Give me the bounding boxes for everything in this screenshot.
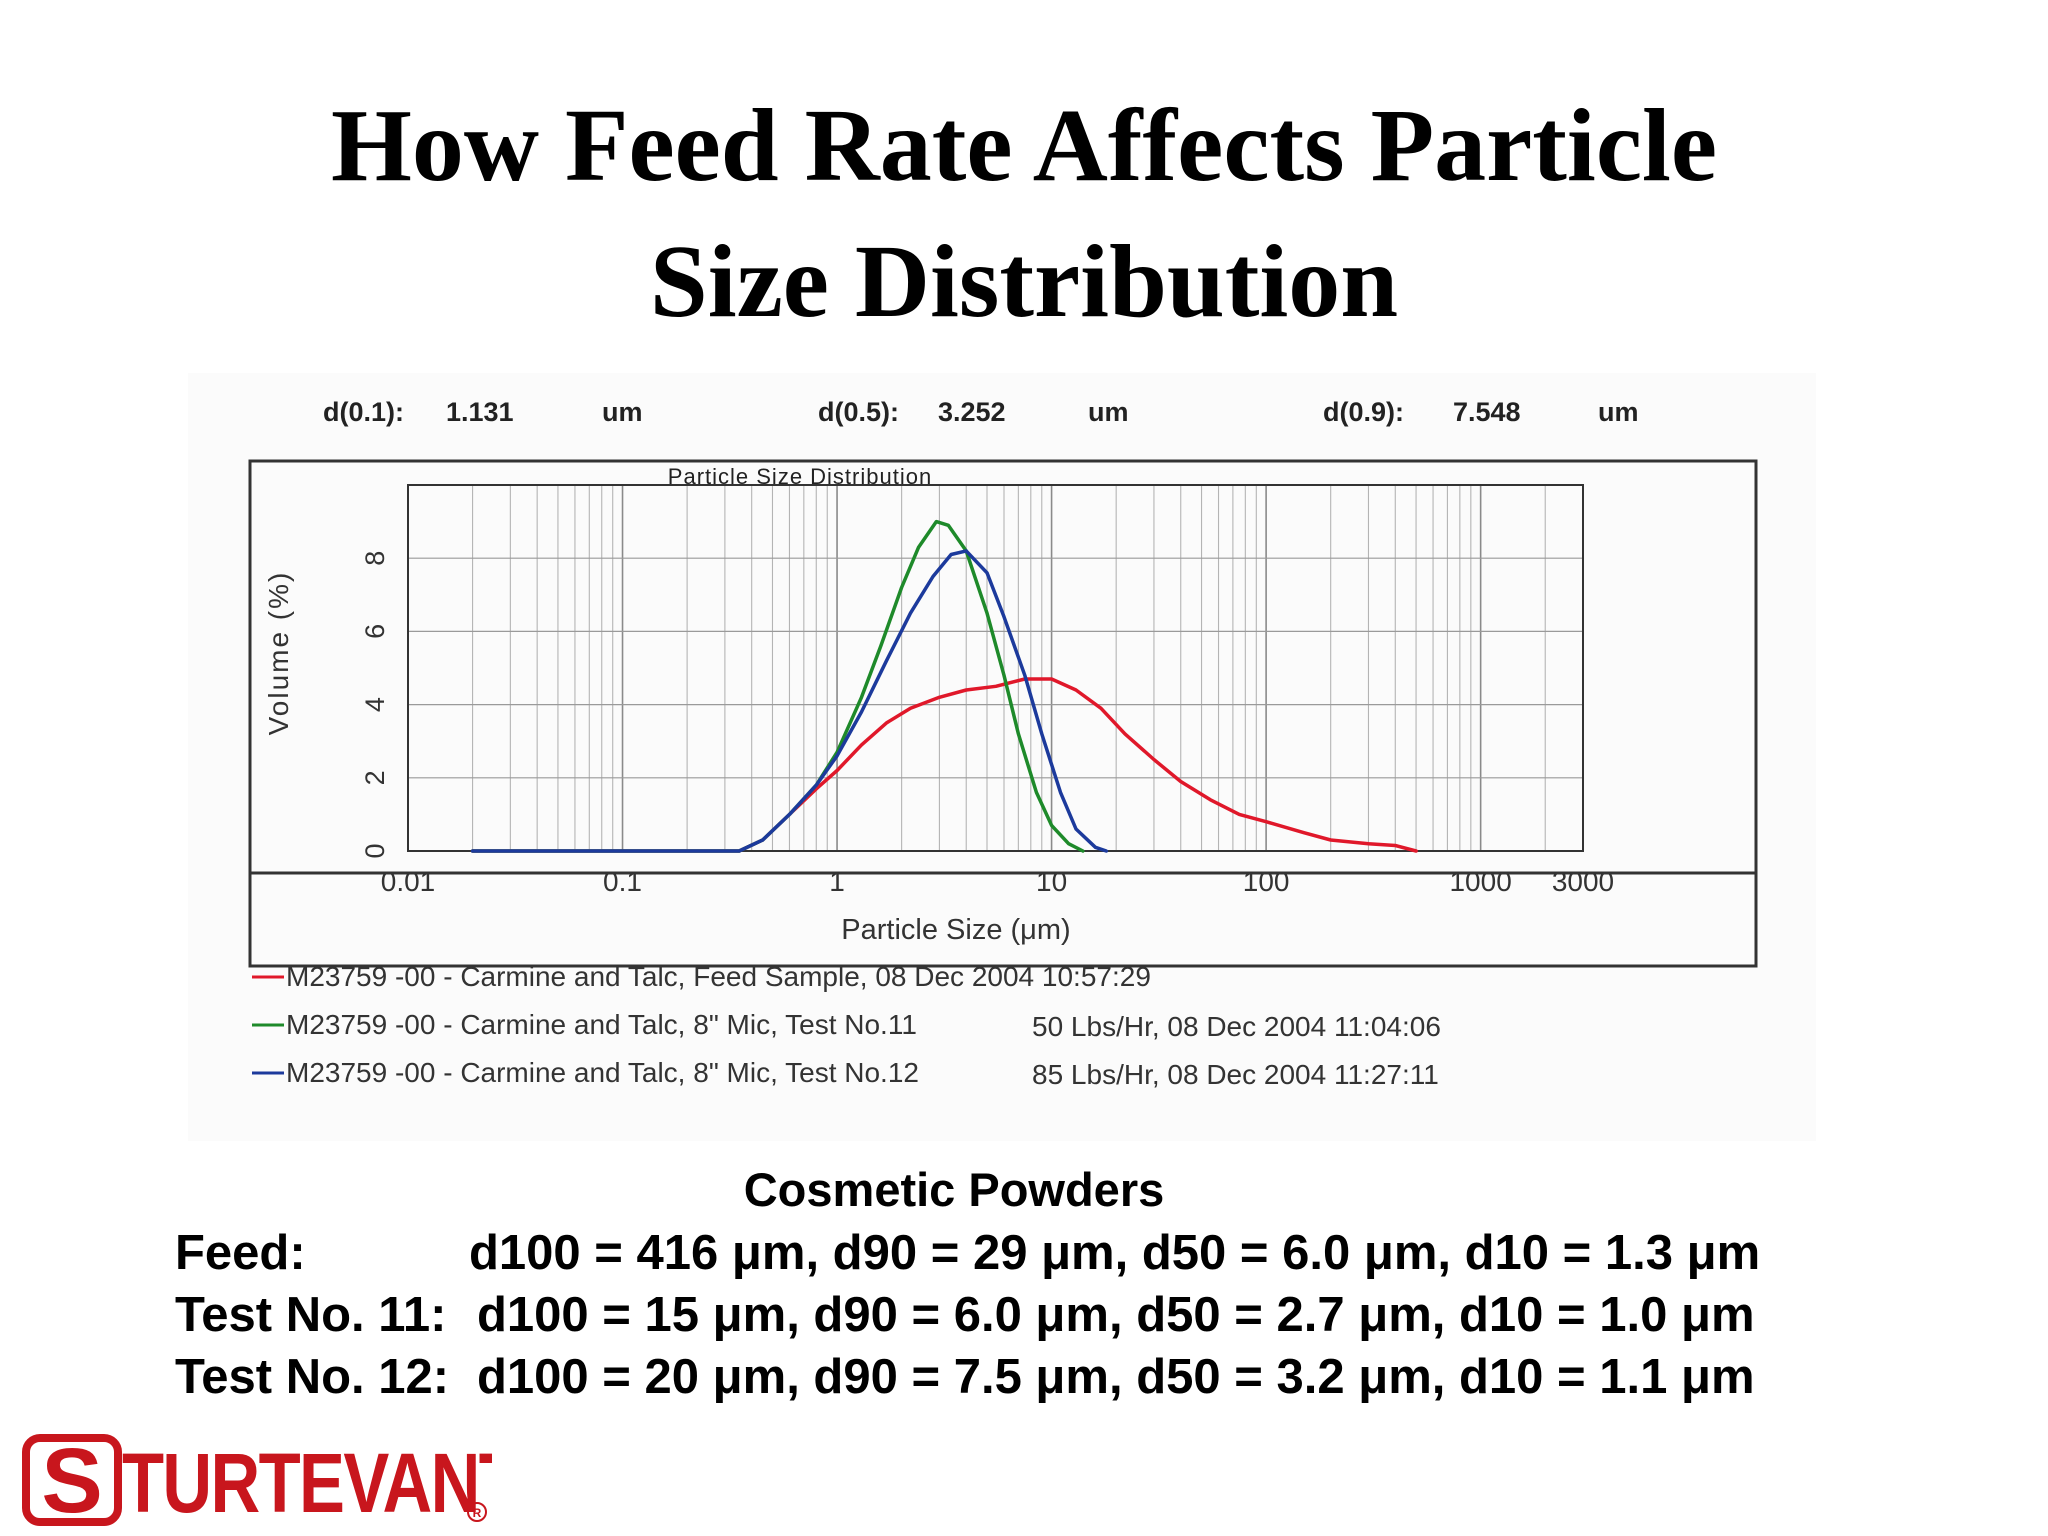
chart-frame [248,459,1758,968]
stat-label: d(0.9): [1323,397,1404,427]
stat-unit: um [1598,397,1639,427]
x-tick-label: 0.01 [381,866,436,897]
stat-value: 1.131 [446,397,514,427]
x-tick-label: 1 [829,866,845,897]
title-line-2: Size Distribution [649,224,1399,339]
legend-entry: M23759 -00 - Carmine and Talc, 8" Mic, T… [286,1057,919,1088]
y-axis-label: Volume (%) [263,571,294,736]
stats-values: d100 = 20 μm, d90 = 7.5 μm, d50 = 3.2 μm… [477,1350,1755,1404]
stat-value: 7.548 [1453,397,1521,427]
stat-value: 3.252 [938,397,1006,427]
logo-wordmark: TURTEVANT [122,1437,492,1528]
logo-s: S [41,1430,102,1528]
stats-label: Feed: [175,1226,306,1280]
title-line-1: How Feed Rate Affects Particle [330,88,1718,203]
legend-entry-extra: 50 Lbs/Hr, 08 Dec 2004 11:04:06 [1032,1011,1441,1042]
stat-unit: um [1088,397,1129,427]
stats-label: Test No. 12: [175,1350,450,1404]
y-tick-label: 4 [360,697,390,712]
y-tick-label: 0 [360,843,390,858]
chart-scan: d(0.1): 1.131 um d(0.5): 3.252 um d(0.9): 7.548… [188,373,1816,1141]
x-tick-label: 3000 [1552,866,1614,897]
stats-label: Test No. 11: [175,1288,447,1342]
stat-label: d(0.1): [323,397,404,427]
chart-series [470,519,1418,853]
stats-values: d100 = 416 μm, d90 = 29 μm, d50 = 6.0 μm… [469,1226,1761,1280]
stat-label: d(0.5): [818,397,899,427]
stats-values: d100 = 15 μm, d90 = 6.0 μm, d50 = 2.7 μm… [477,1288,1755,1342]
x-tick-label: 0.1 [603,866,642,897]
chart-legend: M23759 -00 - Carmine and Talc, Feed Samp… [252,961,1441,1090]
particle-size-chart: d(0.1): 1.131 um d(0.5): 3.252 um d(0.9): 7.548… [248,397,1758,1090]
x-axis-label: Particle Size (μm) [841,914,1070,946]
series-line-3 [470,549,1109,853]
y-tick-label: 2 [360,770,390,785]
stat-unit: um [602,397,643,427]
caption: Cosmetic Powders [743,1163,1165,1216]
x-tick-label: 100 [1243,866,1290,897]
axis-ticks: 0.01 0.1 1 10 100 1000 3000 0 2 4 6 8 [360,551,1614,897]
series-line-1 [470,677,1418,853]
legend-entry: M23759 -00 - Carmine and Talc, Feed Samp… [286,961,1151,992]
registered-mark-icon [467,1502,487,1522]
legend-entry-extra: 85 Lbs/Hr, 08 Dec 2004 11:27:11 [1032,1059,1439,1090]
x-tick-label: 1000 [1449,866,1511,897]
y-tick-label: 6 [360,624,390,639]
chart-grid [407,485,1584,851]
legend-entry: M23759 -00 - Carmine and Talc, 8" Mic, T… [286,1009,917,1040]
plot-area [407,484,1584,852]
registered-mark-letter: R [473,1506,482,1520]
y-tick-label: 8 [360,551,390,566]
page-title: How Feed Rate Affects Particle Size Dist… [0,78,2048,350]
x-tick-label: 10 [1036,866,1067,897]
logo-s-frame [22,1434,122,1526]
stats-header: d(0.1): 1.131 um d(0.5): 3.252 um d(0.9): 7.548… [323,397,1639,427]
